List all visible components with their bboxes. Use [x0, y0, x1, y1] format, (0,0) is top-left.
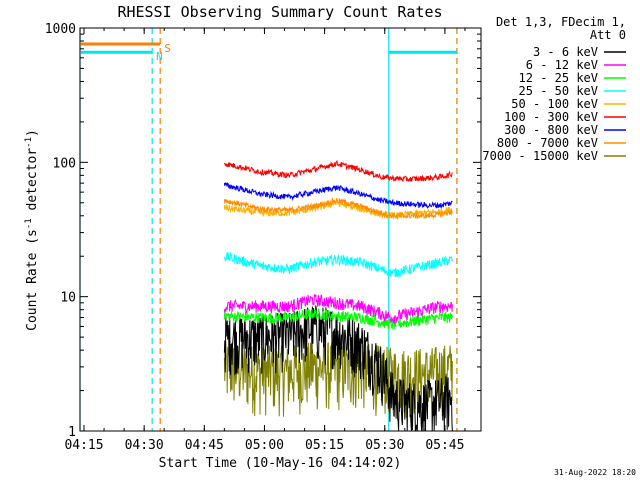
plot-frame — [79, 27, 482, 432]
x-tick-label-5: 05:30 — [365, 438, 404, 453]
y-axis-label-main: Count Rate (s — [25, 229, 40, 331]
footer-date: 31-Aug-2022 18:20 — [554, 468, 636, 477]
chart-title: RHESSI Observing Summary Count Rates — [117, 3, 442, 21]
legend-header-line-1: Det 1,3, FDecim 1, — [496, 15, 626, 29]
y-axis-label-sup-1: -1 — [24, 218, 34, 229]
legend-header-line-2: Att 0 — [590, 28, 626, 42]
x-tick-label-6: 05:45 — [425, 438, 464, 453]
legend-label-4: 50 - 100 keV — [511, 97, 598, 111]
legend-label-0: 3 - 6 keV — [533, 45, 598, 59]
y-axis-label-sup-2: -1 — [24, 137, 34, 148]
x-tick-label-2: 04:45 — [185, 438, 224, 453]
series-line-3 — [223, 251, 453, 278]
x-tick-label-3: 05:00 — [245, 438, 284, 453]
legend-label-7: 800 - 7000 keV — [497, 136, 598, 150]
y-tick-label-2: 100 — [53, 156, 76, 171]
legend-label-1: 6 - 12 keV — [526, 58, 598, 72]
x-axis: 04:15 04:30 04:45 05:00 05:15 05:30 05:45 — [64, 28, 466, 453]
y-axis: 1 10 100 1000 — [45, 22, 481, 440]
series-line-1 — [223, 294, 453, 324]
x-tick-label-4: 05:15 — [305, 438, 344, 453]
series-line-7 — [223, 197, 453, 220]
x-tick-label-1: 04:30 — [125, 438, 164, 453]
series-line-5 — [223, 159, 453, 183]
x-axis-label: Start Time (10-May-16 04:14:02) — [159, 456, 402, 471]
legend-label-8: 7000 - 15000 keV — [482, 149, 598, 163]
y-tick-label-0: 1 — [68, 425, 76, 440]
y-tick-label-3: 1000 — [45, 22, 76, 37]
series-group — [223, 159, 453, 432]
flag-label-S: S — [164, 42, 171, 55]
legend-label-2: 12 - 25 keV — [519, 71, 598, 85]
flag-bars: SN — [81, 42, 457, 63]
legend-label-3: 25 - 50 keV — [519, 84, 598, 98]
series-line-6 — [223, 181, 453, 209]
y-tick-label-1: 10 — [60, 291, 76, 306]
series-line-2 — [223, 308, 453, 330]
y-axis-label-middle: detector — [25, 148, 40, 219]
flag-label-N: N — [156, 50, 163, 63]
legend-label-5: 100 - 300 keV — [504, 110, 598, 124]
legend-label-6: 300 - 800 keV — [504, 123, 598, 137]
x-tick-label-0: 04:15 — [64, 438, 103, 453]
y-axis-label-end: ) — [25, 129, 40, 137]
y-axis-label: Count Rate (s-1 detector-1) — [24, 129, 40, 331]
